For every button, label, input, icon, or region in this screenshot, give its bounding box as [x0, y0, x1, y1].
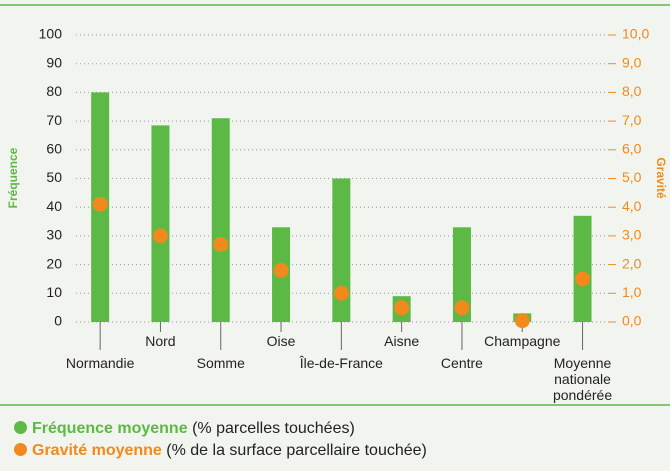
y-tick-label: 100 [39, 26, 63, 42]
legend-marker [14, 421, 27, 434]
legend-name: Fréquence moyenne [32, 420, 188, 437]
y2-tick-label: 2,0 [622, 255, 642, 271]
bar [573, 215, 592, 322]
legend-item: Gravité moyenne (% de la surface parcell… [14, 440, 427, 462]
y-tick-label: 80 [46, 83, 62, 99]
dot [394, 300, 410, 316]
legend-description: (% de la surface parcellaire touchée) [166, 442, 427, 459]
dot [273, 262, 289, 278]
dot [152, 228, 168, 244]
x-tick-label: Somme [196, 355, 245, 371]
y2-tick-label: 7,0 [622, 112, 642, 128]
y-tick-label: 50 [46, 169, 62, 185]
y2-tick-label: 4,0 [622, 198, 642, 214]
y2-tick-label: 0,0 [622, 313, 642, 329]
y2-tick-label: 8,0 [622, 83, 642, 99]
dot [333, 285, 349, 301]
legend-marker [14, 443, 27, 456]
y2-tick-label: 9,0 [622, 54, 642, 70]
x-tick-label: Normandie [65, 355, 135, 371]
y-tick-label: 0 [54, 313, 62, 329]
bar [151, 125, 170, 322]
y2-tick-label: 6,0 [622, 141, 642, 157]
y2-tick-label: 3,0 [622, 227, 642, 243]
bar [211, 118, 230, 322]
y-tick-label: 90 [46, 54, 62, 70]
dot [92, 196, 108, 212]
y2-tick-label: 5,0 [622, 169, 642, 185]
dot [213, 237, 229, 253]
y-axis-label: Fréquence [6, 147, 20, 208]
x-tick-label: Oise [266, 333, 296, 349]
y-tick-label: 30 [46, 227, 62, 243]
dot [575, 271, 591, 287]
y2-axis-label: Gravité [654, 157, 668, 199]
legend-description: (% parcelles touchées) [192, 420, 355, 437]
y-tick-label: 60 [46, 141, 62, 157]
x-tick-label: Centre [440, 355, 483, 371]
x-tick-label: Aisne [384, 333, 420, 349]
x-tick-label: Île-de-France [299, 355, 383, 371]
y-tick-label: 40 [46, 198, 62, 214]
y2-tick-label: 1,0 [622, 284, 642, 300]
y-tick-label: 70 [46, 112, 62, 128]
legend: Fréquence moyenne (% parcelles touchées)… [14, 418, 427, 462]
x-tick-label: Champagne [484, 333, 561, 349]
dot [514, 313, 530, 329]
legend-item: Fréquence moyenne (% parcelles touchées) [14, 418, 427, 440]
y-tick-label: 20 [46, 255, 62, 271]
x-tick-label: Nord [145, 333, 176, 349]
x-tick-label: Moyenne nationale pondérée [552, 355, 613, 403]
bar [452, 227, 471, 322]
legend-name: Gravité moyenne [32, 442, 162, 459]
dot [454, 300, 470, 316]
bar [332, 178, 351, 322]
y2-tick-label: 10,0 [622, 26, 649, 42]
y-tick-label: 10 [46, 284, 62, 300]
